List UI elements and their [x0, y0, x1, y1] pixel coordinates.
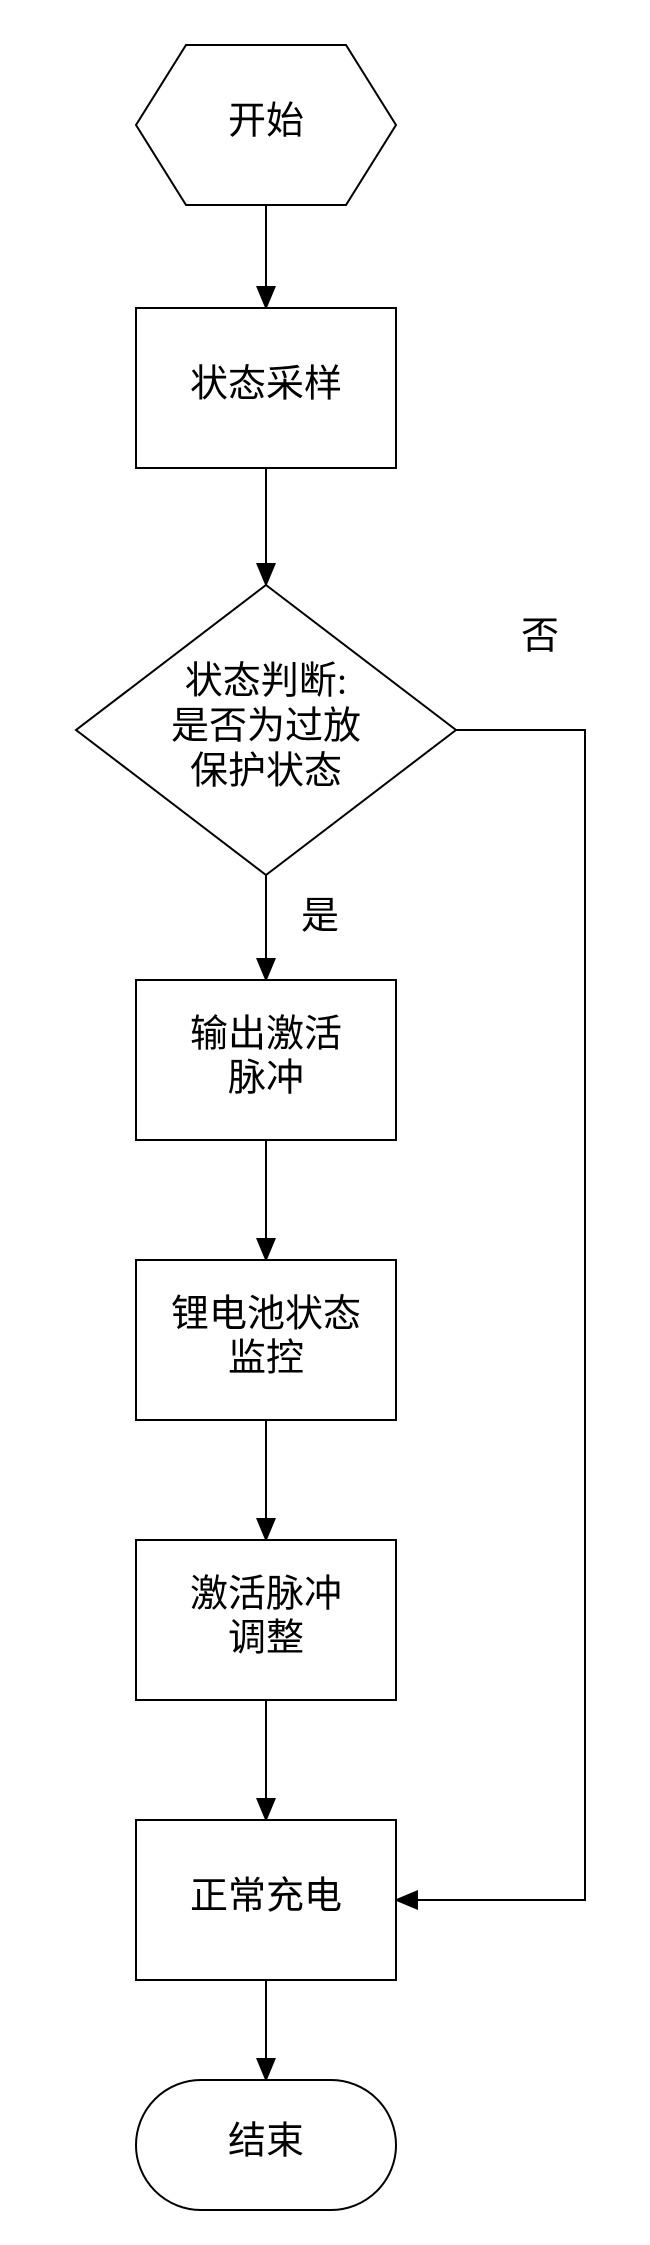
node-adjust-label-l2: 调整: [228, 1618, 304, 1660]
node-decide-label-l1: 状态判断:: [185, 661, 348, 703]
node-adjust-label-l1: 激活脉冲: [190, 1574, 342, 1616]
edge-decide-no-charge: [396, 730, 585, 1900]
edge-label-no: 否: [521, 616, 559, 658]
node-pulse-label-l1: 输出激活: [190, 1014, 342, 1056]
node-decide-label-l3: 保护状态: [190, 751, 342, 793]
node-start-label: 开始: [228, 101, 304, 143]
node-monitor-label-l2: 监控: [228, 1338, 304, 1380]
node-monitor-label-l1: 锂电池状态: [171, 1294, 361, 1336]
node-sample-label: 状态采样: [190, 364, 342, 406]
node-charge-label: 正常充电: [190, 1876, 342, 1918]
node-end-label: 结束: [228, 2121, 304, 2163]
node-pulse-label-l2: 脉冲: [228, 1058, 304, 1100]
edge-label-yes: 是: [301, 896, 339, 938]
node-decide-label-l2: 是否为过放: [171, 706, 361, 748]
